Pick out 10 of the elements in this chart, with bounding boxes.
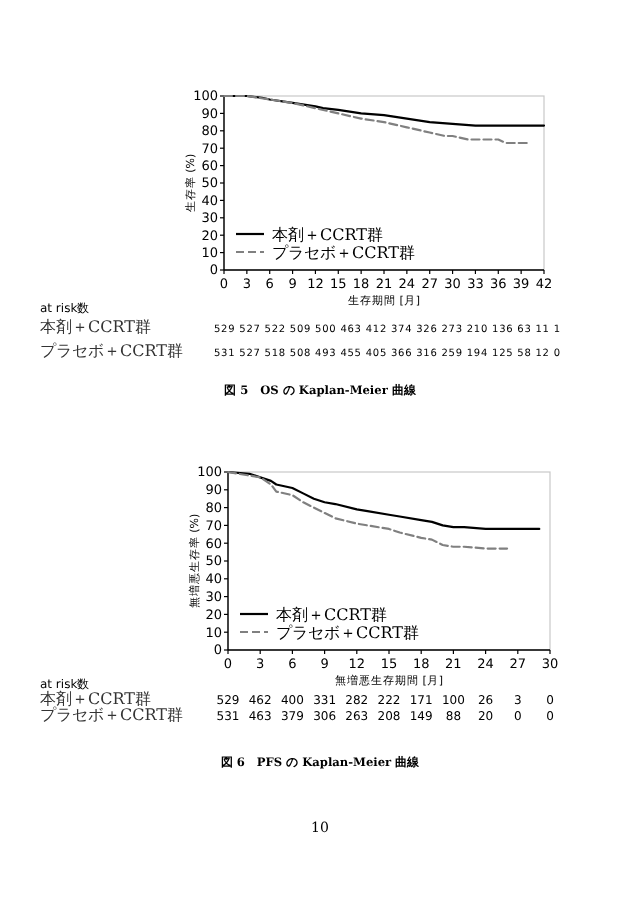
text: 本剤＋CCRT群 bbox=[40, 318, 151, 336]
line-series bbox=[226, 470, 509, 550]
legend-label: 本剤＋CCRT群 bbox=[272, 226, 383, 244]
line-series bbox=[222, 94, 530, 145]
legend-label: プラセボ＋CCRT群 bbox=[276, 624, 419, 642]
legend-label: プラセボ＋CCRT群 bbox=[272, 244, 415, 262]
legend-label: 本剤＋CCRT群 bbox=[276, 606, 387, 624]
text: プラセボ＋CCRT群 bbox=[40, 342, 183, 360]
text: プラセボ＋CCRT群 bbox=[40, 706, 183, 724]
text: 本剤＋CCRT群 bbox=[40, 690, 151, 708]
